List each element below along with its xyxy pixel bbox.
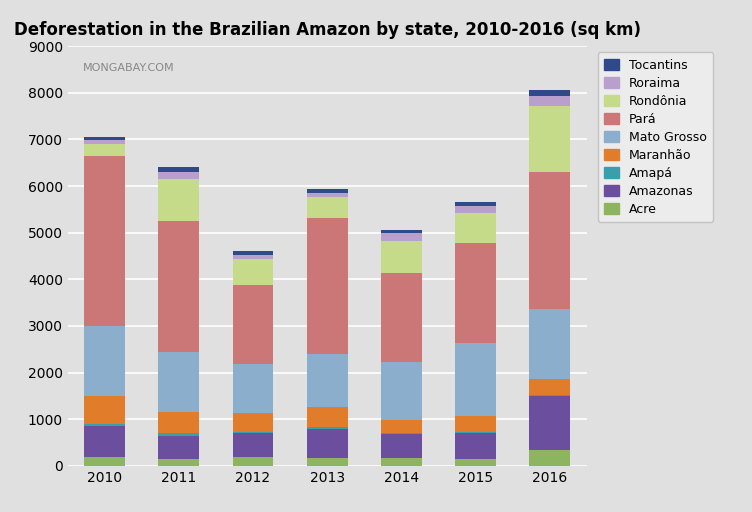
Bar	[307, 427, 347, 429]
Bar	[455, 459, 496, 466]
Bar	[159, 412, 199, 433]
Bar	[381, 458, 422, 466]
Bar	[307, 354, 347, 408]
Bar	[159, 459, 199, 466]
Bar	[381, 433, 422, 434]
Bar	[381, 241, 422, 273]
Bar	[232, 285, 274, 364]
Bar	[307, 408, 347, 427]
Text: MONGABAY.COM: MONGABAY.COM	[83, 63, 175, 73]
Bar	[529, 396, 570, 450]
Bar	[159, 436, 199, 459]
Bar	[529, 91, 570, 96]
Title: Deforestation in the Brazilian Amazon by state, 2010-2016 (sq km): Deforestation in the Brazilian Amazon by…	[14, 21, 641, 39]
Bar	[84, 457, 125, 466]
Bar	[455, 416, 496, 432]
Bar	[529, 106, 570, 172]
Bar	[455, 343, 496, 416]
Bar	[159, 172, 199, 179]
Bar	[159, 352, 199, 412]
Bar	[159, 167, 199, 172]
Bar	[381, 434, 422, 458]
Bar	[232, 433, 274, 457]
Bar	[307, 458, 347, 466]
Bar	[232, 413, 274, 432]
Bar	[455, 433, 496, 459]
Bar	[84, 140, 125, 144]
Bar	[159, 179, 199, 221]
Bar	[307, 219, 347, 354]
Bar	[455, 243, 496, 343]
Bar	[529, 395, 570, 396]
Bar	[84, 137, 125, 140]
Bar	[381, 420, 422, 433]
Bar	[455, 212, 496, 243]
Bar	[307, 193, 347, 198]
Bar	[381, 230, 422, 232]
Bar	[455, 202, 496, 206]
Bar	[381, 273, 422, 362]
Bar	[232, 457, 274, 466]
Bar	[455, 432, 496, 433]
Bar	[529, 96, 570, 106]
Bar	[307, 429, 347, 458]
Bar	[84, 326, 125, 396]
Bar	[232, 364, 274, 413]
Bar	[529, 379, 570, 395]
Bar	[232, 254, 274, 259]
Bar	[307, 189, 347, 193]
Bar	[529, 450, 570, 466]
Bar	[84, 424, 125, 426]
Bar	[381, 232, 422, 241]
Bar	[84, 144, 125, 156]
Bar	[159, 221, 199, 352]
Bar	[84, 156, 125, 326]
Legend: Tocantins, Roraima, Rondônia, Pará, Mato Grosso, Maranhão, Amapá, Amazonas, Acre: Tocantins, Roraima, Rondônia, Pará, Mato…	[598, 52, 714, 222]
Bar	[529, 172, 570, 309]
Bar	[232, 432, 274, 433]
Bar	[232, 259, 274, 285]
Bar	[307, 198, 347, 219]
Bar	[455, 206, 496, 212]
Bar	[84, 396, 125, 424]
Bar	[232, 251, 274, 254]
Bar	[159, 433, 199, 436]
Bar	[529, 309, 570, 379]
Bar	[84, 426, 125, 457]
Bar	[381, 362, 422, 420]
